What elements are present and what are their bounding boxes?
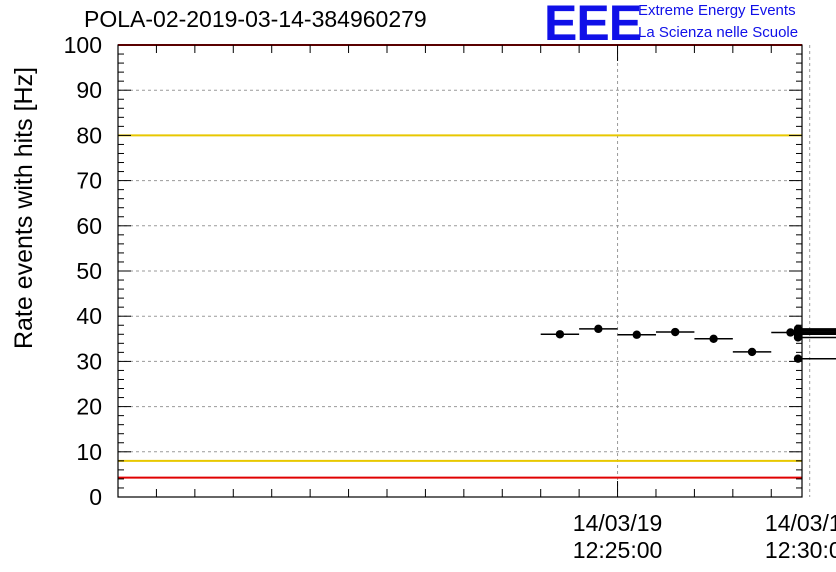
- y-tick-label: 10: [76, 439, 102, 465]
- data-points: [540, 324, 836, 363]
- x-tick-date: 14/03/19: [573, 510, 663, 536]
- chart-title: POLA-02-2019-03-14-384960279: [84, 6, 427, 32]
- data-point: [594, 324, 603, 334]
- reference-lines: [118, 44, 802, 479]
- org-name-line2: La Scienza nelle Scuole: [638, 24, 799, 41]
- y-tick-label: 80: [76, 122, 102, 148]
- data-point: [709, 334, 718, 343]
- x-tick-date: 14/03/19: [765, 510, 836, 536]
- data-point: [555, 330, 565, 339]
- x-tick-time: 12:25:00: [573, 537, 663, 563]
- y-tick-label: 0: [89, 484, 102, 510]
- org-name-line1: Extreme Energy Events: [638, 2, 796, 19]
- plot-frame: [117, 44, 803, 498]
- x-tick-labels: 14/03/1912:25:0014/03/1912:30:0014/03/19…: [573, 510, 836, 563]
- data-point: [786, 328, 795, 337]
- y-tick-label: 70: [76, 168, 102, 194]
- eee-logo: EEE: [544, 0, 642, 51]
- x-tick-time: 12:30:00: [765, 537, 836, 563]
- y-tick-label: 40: [76, 303, 102, 329]
- data-point: [747, 347, 757, 357]
- y-tick-label: 20: [76, 394, 102, 420]
- y-tick-label: 100: [64, 32, 102, 58]
- data-point: [670, 327, 680, 337]
- data-point: [632, 330, 641, 339]
- grid-lines: [118, 45, 811, 497]
- data-point: [793, 325, 803, 334]
- y-tick-label: 60: [76, 213, 102, 239]
- y-axis-label: Rate events with hits [Hz]: [10, 67, 38, 349]
- y-tick-label: 30: [76, 348, 102, 374]
- y-tick-label: 90: [76, 77, 102, 103]
- y-tick-labels: 0 10 20 30 40 50 60 70 80 90 100: [64, 32, 102, 510]
- data-point: [793, 354, 803, 363]
- y-tick-label: 50: [76, 258, 102, 284]
